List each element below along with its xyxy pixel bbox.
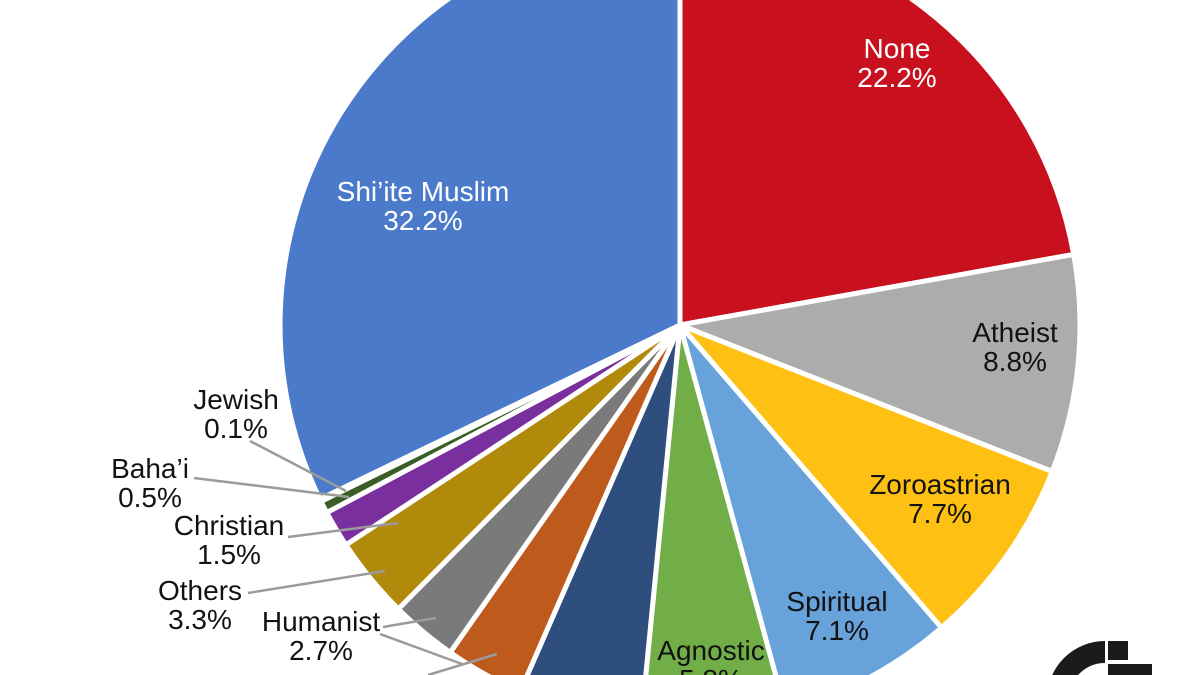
label-others-pct: 3.3% bbox=[168, 604, 232, 635]
label-shiite-name: Shi’ite Muslim bbox=[336, 176, 510, 207]
leader-line-humanist bbox=[382, 616, 437, 629]
label-none: None 22.2% bbox=[857, 34, 936, 92]
label-atheist: Atheist 8.8% bbox=[972, 318, 1058, 376]
label-christian: Christian 1.5% bbox=[174, 511, 284, 569]
label-spiritual-pct: 7.1% bbox=[805, 615, 869, 646]
pie-slice-zoroastrian bbox=[677, 322, 1055, 631]
label-humanist-pct: 2.7% bbox=[289, 635, 353, 666]
leader-line-partial-1 bbox=[379, 632, 463, 666]
label-jewish-pct: 0.1% bbox=[204, 413, 268, 444]
label-spiritual: Spiritual 7.1% bbox=[786, 587, 887, 645]
label-none-pct: 22.2% bbox=[857, 62, 937, 93]
brand-logo-icon bbox=[1052, 641, 1152, 675]
pie-slice-shiite bbox=[277, 0, 683, 502]
label-others-name: Others bbox=[157, 575, 243, 606]
label-christian-pct: 1.5% bbox=[197, 539, 261, 570]
label-jewish-name: Jewish bbox=[193, 384, 279, 415]
label-agnostic: Agnostic 5.8% bbox=[657, 636, 764, 675]
label-none-name: None bbox=[863, 33, 931, 64]
label-shiite-pct: 32.2% bbox=[383, 205, 463, 236]
label-zoroastrian: Zoroastrian 7.7% bbox=[869, 470, 1011, 528]
label-atheist-pct: 8.8% bbox=[983, 346, 1047, 377]
pie-slice-atheist bbox=[677, 251, 1083, 474]
label-bahai: Baha’i 0.5% bbox=[111, 454, 189, 512]
leader-line-jewish bbox=[249, 439, 347, 493]
label-humanist: Humanist 2.7% bbox=[262, 607, 380, 665]
label-humanist-name: Humanist bbox=[261, 606, 381, 637]
leader-line-partial-2 bbox=[427, 652, 498, 675]
leader-line-christian bbox=[287, 521, 399, 539]
pie-slice-agnostic bbox=[643, 322, 779, 675]
leader-line-others bbox=[247, 569, 386, 595]
label-others: Others 3.3% bbox=[158, 576, 242, 634]
label-zoroastrian-pct: 7.7% bbox=[908, 498, 972, 529]
label-atheist-name: Atheist bbox=[972, 317, 1058, 348]
label-christian-name: Christian bbox=[173, 510, 285, 541]
label-bahai-name: Baha’i bbox=[111, 453, 189, 484]
label-jewish: Jewish 0.1% bbox=[193, 385, 279, 443]
label-agnostic-pct: 5.8% bbox=[657, 665, 764, 675]
label-shiite-muslim: Shi’ite Muslim 32.2% bbox=[337, 177, 510, 235]
label-zoroastrian-name: Zoroastrian bbox=[869, 469, 1011, 500]
label-bahai-pct: 0.5% bbox=[118, 482, 182, 513]
pie-slice-spiritual bbox=[677, 322, 944, 675]
label-agnostic-name: Agnostic bbox=[657, 635, 765, 666]
label-spiritual-name: Spiritual bbox=[786, 586, 888, 617]
pie-slice-none bbox=[677, 0, 1077, 328]
leader-line-bahai bbox=[193, 476, 350, 499]
